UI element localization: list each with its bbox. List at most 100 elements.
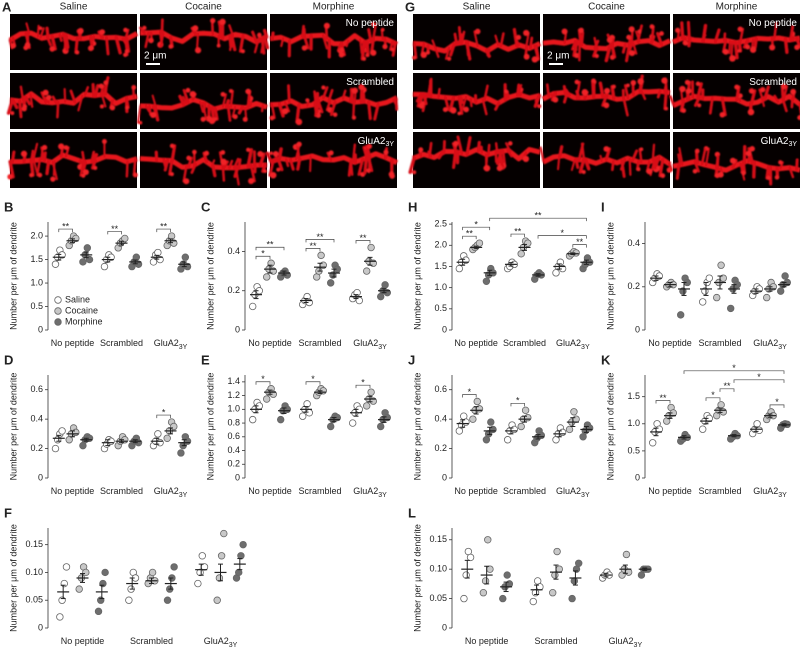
dendrite	[269, 84, 399, 126]
spine-head	[269, 115, 275, 121]
y-axis-label: Number per μm of dendrite	[605, 222, 615, 330]
data-point	[367, 388, 375, 396]
data-point	[381, 281, 389, 289]
spine	[592, 46, 599, 58]
spine	[499, 32, 505, 48]
row-label: GluA23Y	[358, 136, 395, 148]
x-tick-label: Scrambled	[534, 636, 577, 646]
x-tick-label-text: No peptide	[61, 636, 105, 646]
data-point	[183, 437, 192, 445]
significance-label: **	[514, 226, 522, 236]
spine	[481, 98, 488, 116]
data-point	[148, 568, 157, 577]
data-point	[677, 311, 685, 319]
x-tick-label-text: No peptide	[454, 338, 498, 348]
spine-head	[729, 157, 736, 164]
spine	[105, 36, 110, 56]
x-tick-label: No peptide	[454, 486, 498, 496]
spine-head	[425, 50, 431, 55]
y-tick-label: 1.0	[627, 418, 640, 428]
spine-head	[722, 48, 729, 55]
x-tick-label-text: No peptide	[648, 338, 692, 348]
spine	[593, 36, 598, 50]
data-point	[167, 232, 176, 240]
data-point	[51, 444, 60, 453]
x-tick-label: No peptide	[465, 636, 509, 646]
dendrite	[6, 76, 138, 119]
spine-head	[561, 28, 568, 35]
row-label: Scrambled	[749, 77, 797, 88]
data-point	[377, 422, 385, 431]
data-point	[484, 536, 492, 544]
spine	[408, 156, 416, 174]
y-tick-label: 0	[235, 324, 240, 334]
spine	[329, 100, 337, 117]
spine	[453, 32, 458, 45]
spine	[64, 146, 70, 158]
spine-head	[124, 49, 129, 54]
spine-head	[474, 28, 481, 35]
spine	[458, 95, 465, 105]
spine-head	[380, 27, 385, 32]
spine-head	[790, 88, 797, 95]
spine	[40, 91, 47, 104]
y-tick-label: 2.5	[434, 218, 447, 228]
y-tick-label: 0.4	[627, 238, 640, 248]
spine	[650, 25, 655, 44]
data-point	[82, 568, 90, 577]
spine-head	[604, 87, 611, 94]
spine	[125, 160, 129, 178]
spine	[434, 47, 440, 58]
significance-bracket	[537, 235, 587, 239]
spine	[258, 152, 266, 167]
spine	[638, 147, 643, 164]
x-tick-label: GluA23Y	[556, 338, 590, 350]
spine	[260, 36, 265, 54]
x-tick-label: Scrambled	[298, 338, 341, 348]
spine	[517, 83, 523, 96]
micrograph	[543, 73, 670, 129]
spine	[367, 100, 372, 121]
y-tick-label: 0.2	[434, 443, 447, 453]
spine	[623, 84, 630, 100]
spine	[114, 35, 122, 55]
y-tick-label: 1.0	[30, 277, 43, 287]
spine	[139, 26, 146, 35]
x-tick-label: No peptide	[51, 338, 95, 348]
spine	[30, 149, 35, 162]
spine	[728, 40, 732, 55]
x-tick-label-text: Scrambled	[503, 486, 546, 496]
y-tick-label: 0.5	[30, 301, 43, 311]
dendrite	[139, 143, 268, 186]
spine-head	[242, 116, 248, 122]
significance-label: **	[160, 221, 168, 231]
spine	[371, 23, 377, 41]
spine-head	[213, 117, 218, 122]
significance-label: *	[361, 378, 365, 388]
data-point	[466, 553, 475, 562]
y-tick-label: 0.6	[434, 384, 447, 394]
spine-head	[46, 94, 52, 101]
x-tick-label-text: GluA2	[204, 636, 229, 646]
spine-head	[75, 50, 80, 55]
data-point	[79, 258, 87, 266]
spine-head	[578, 27, 584, 33]
data-point	[649, 439, 657, 447]
significance-label: **	[723, 381, 731, 391]
data-point	[551, 571, 559, 579]
spine	[557, 155, 561, 171]
data-point	[505, 580, 514, 588]
spine-head	[269, 171, 277, 179]
panel-letter: C	[201, 199, 211, 214]
spine-head	[168, 44, 173, 49]
spine-head	[741, 170, 746, 176]
spine-head	[794, 44, 800, 51]
spine	[199, 100, 204, 113]
spine-head	[483, 164, 491, 172]
spine-head	[382, 44, 388, 50]
spine	[562, 92, 569, 104]
spine-head	[148, 37, 154, 44]
spine-head	[220, 150, 226, 155]
row-label-text: Scrambled	[749, 77, 797, 88]
